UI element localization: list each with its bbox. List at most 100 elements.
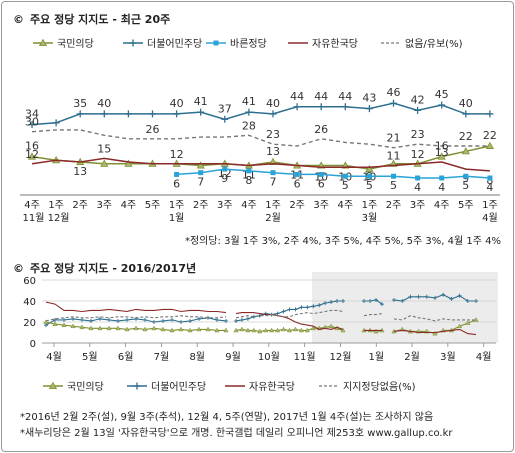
bottom-series-1-point-0-3 <box>70 323 76 329</box>
top-series-3-label-6: 12 <box>170 148 184 161</box>
footnote-party-rename: *새누리당은 2월 13일 '자유한국당'으로 개명. 한국갤럽 데일리 오피니… <box>20 428 453 439</box>
bottom-legend-item-2: 자유한국당 <box>224 378 295 393</box>
bottom-legend-item-0: 국민의당 <box>42 378 104 393</box>
top-series-0-label-12: 44 <box>314 90 328 103</box>
top-x-tick-6: 1주 <box>169 200 185 211</box>
bottom-series-0-point-0-3 <box>71 316 75 321</box>
top-legend-swatch-1 <box>123 39 143 46</box>
top-series-3-label-15: 11 <box>387 150 401 163</box>
top-x-tick-15: 2주 <box>386 200 402 211</box>
top-x-tick-12: 3주 <box>313 200 329 211</box>
top-series-4-point-19 <box>487 175 493 181</box>
bottom-series-0-point-1-18 <box>341 299 345 303</box>
top-x-tick-2: 2주 <box>72 200 88 211</box>
bottom-series-0-point-0-19 <box>215 317 219 322</box>
top-legend-swatch-2 <box>206 40 226 45</box>
bottom-series-1-point-1-16 <box>328 323 334 329</box>
bottom-series-0-point-0-16 <box>188 318 192 323</box>
bottom-series-1-point-0-10 <box>133 325 139 331</box>
bottom-series-2-segment-3 <box>393 328 477 336</box>
bottom-series-1-point-0-4 <box>79 324 85 330</box>
top-series-0-point-15 <box>390 99 397 107</box>
bottom-series-1-point-0-19 <box>214 327 220 333</box>
bottom-series-0-point-1-8 <box>281 309 286 314</box>
top-series-4-label-14: 5 <box>366 179 373 192</box>
bottom-month-label-2: 6월 <box>118 351 134 363</box>
top-series-2-point-14 <box>365 164 374 173</box>
bottom-series-0-point-1-17 <box>335 299 340 303</box>
bottom-month-label-0: 4월 <box>46 351 62 363</box>
bottom-series-0-point-3-7 <box>449 296 454 301</box>
top-x-tick-1: 1주 <box>48 200 64 211</box>
top-series-0-label-2: 35 <box>73 97 87 110</box>
top-series-4-point-14 <box>366 173 372 179</box>
bottom-series-0-point-3-1 <box>400 299 405 303</box>
bottom-series-0-point-0-14 <box>170 317 174 322</box>
top-x-tick-7: 2주 <box>193 200 209 211</box>
bottom-series-1-point-1-5 <box>263 327 269 333</box>
bottom-series-0-point-3-9 <box>465 299 470 303</box>
top-series-4-point-8 <box>222 166 228 172</box>
top-x-tick-18: 5주 <box>458 200 474 211</box>
top-x-tick-8: 3주 <box>217 200 233 211</box>
bottom-series-0-point-0-5 <box>89 318 93 323</box>
top-series-1-label-16: 23 <box>411 128 425 141</box>
bottom-series-1-point-0-11 <box>142 326 148 332</box>
bottom-series-1-point-1-18 <box>340 327 346 333</box>
top-series-line-0 <box>31 102 490 126</box>
bottom-series-2-segment-0 <box>45 301 227 314</box>
bottom-series-0-point-2-0 <box>362 299 366 303</box>
top-x-tick-13: 4주 <box>338 200 354 211</box>
top-x-tick-5: 5주 <box>145 200 161 211</box>
bottom-series-1-point-1-0 <box>233 327 239 333</box>
bottom-legend-marker-0 <box>48 381 58 389</box>
bottom-month-label-1: 5월 <box>82 351 98 363</box>
top-series-0-point-14 <box>365 105 373 113</box>
top-series-0-point-4 <box>124 110 132 118</box>
top-month-label-3: 3월 <box>362 212 378 224</box>
top-series-0-point-0 <box>28 121 36 129</box>
bottom-series-1-point-0-13 <box>160 326 166 332</box>
top-series-0-label-9: 41 <box>242 95 256 108</box>
top-legend-item-4: 없음/유보(%) <box>380 35 462 50</box>
top-legend-item-1: 더불어민주당 <box>122 35 202 50</box>
bottom-series-0-point-0-4 <box>80 317 84 322</box>
bottom-series-3-segment-1 <box>235 309 344 319</box>
top-series-4-label-10: 7 <box>270 176 277 189</box>
bottom-series-0-segment-2 <box>364 299 383 305</box>
bottom-series-0-point-3-3 <box>416 294 421 299</box>
footnote-survey-gaps: *2016년 2월 2주(설), 9월 3주(추석), 12월 4, 5주(연말… <box>20 412 434 423</box>
bottom-series-0-point-1-7 <box>275 311 280 316</box>
bottom-series-0-point-0-17 <box>197 316 201 321</box>
bottom-series-1-point-0-14 <box>169 327 175 333</box>
top-month-label-2: 2월 <box>265 212 281 224</box>
bottom-series-0-point-1-11 <box>299 305 304 310</box>
top-month-label-1: 1월 <box>169 212 185 224</box>
bottom-series-0-point-1-12 <box>305 305 310 310</box>
top-series-3-label-16: 12 <box>411 148 425 161</box>
top-series-4-point-16 <box>415 175 421 181</box>
bottom-series-0-point-1-15 <box>323 301 328 306</box>
footnote-justice-party: *정의당: 3월 1주 3%, 2주 4%, 3주 5%, 4주 5%, 5주 … <box>184 236 501 247</box>
top-series-4-label-9: 8 <box>245 174 252 187</box>
bottom-series-0-point-1-1 <box>239 317 244 322</box>
top-series-0-point-13 <box>341 103 349 111</box>
top-series-2-label-0: 16 <box>25 140 39 153</box>
top-series-0-label-14: 43 <box>362 92 376 105</box>
top-series-0-point-18 <box>462 110 470 118</box>
top-series-1-label-15: 21 <box>387 132 401 145</box>
top-series-4-label-18: 5 <box>462 179 469 192</box>
bottom-series-1-point-1-7 <box>274 327 281 333</box>
bottom-series-0-point-3-8 <box>457 293 462 298</box>
bottom-series-1-point-1-11 <box>298 327 305 333</box>
bottom-legend-swatch-1 <box>127 382 147 389</box>
bottom-month-label-9: 1월 <box>368 351 384 363</box>
bottom-y-tick-1: 20 <box>23 318 36 329</box>
bottom-y-tick-0: 0 <box>30 339 36 350</box>
top-series-4-point-11 <box>294 171 300 177</box>
bottom-series-1-point-0-17 <box>196 326 202 332</box>
top-series-0-label-3: 40 <box>97 97 111 110</box>
top-series-3-label-2: 13 <box>73 165 87 178</box>
